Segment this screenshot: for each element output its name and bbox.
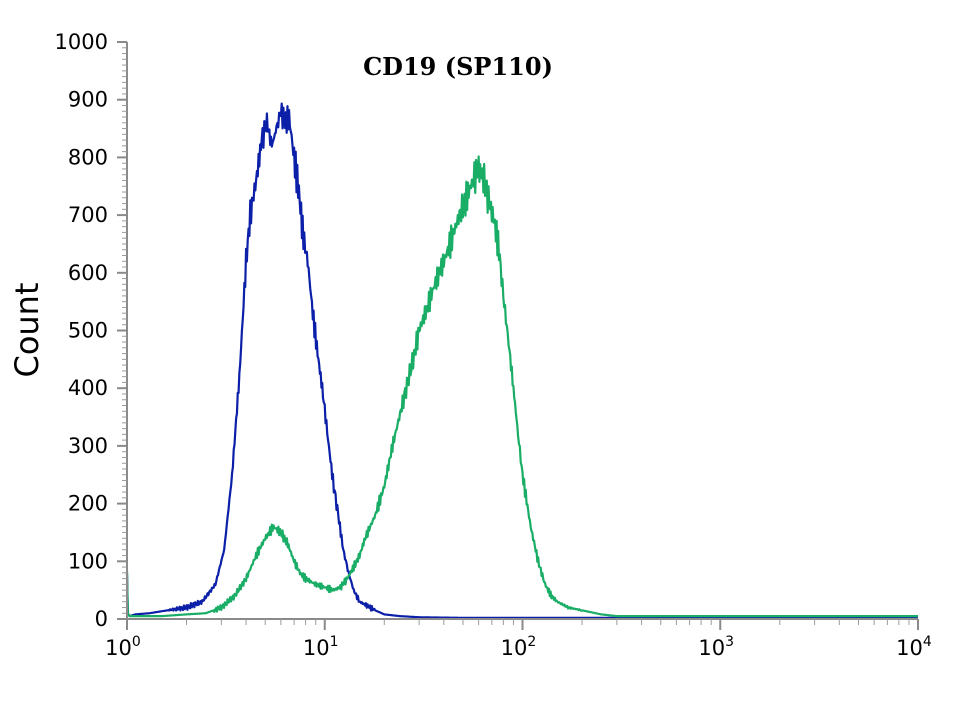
- chart-title: CD19 (SP110): [363, 52, 553, 81]
- x-tick-label: 100: [105, 634, 141, 660]
- y-tick-label: 300: [68, 434, 108, 458]
- y-tick-label: 0: [95, 607, 108, 631]
- y-tick-label: 1000: [55, 30, 108, 54]
- y-tick-label: 200: [68, 492, 108, 516]
- y-tick-label: 800: [68, 145, 108, 169]
- curves-layer: [125, 102, 919, 619]
- x-tick-label: 103: [698, 634, 734, 660]
- x-tick-label: 104: [896, 634, 932, 660]
- x-tick-label: 102: [501, 634, 537, 660]
- y-tick-label: 700: [68, 203, 108, 227]
- y-tick-label: 100: [68, 549, 108, 573]
- series-line-2: [125, 155, 919, 618]
- series-line-1: [125, 102, 919, 619]
- y-tick-label: 900: [68, 88, 108, 112]
- y-tick-label: 400: [68, 376, 108, 400]
- y-axis-label: Count: [8, 282, 46, 377]
- x-tick-label: 101: [303, 634, 339, 660]
- y-ticks: 0 100 200 300 400 500 600 700 800 900 1000: [55, 30, 127, 631]
- y-tick-label: 500: [68, 319, 108, 343]
- y-tick-label: 600: [68, 261, 108, 285]
- x-ticks: 100 101 102 103 104: [105, 619, 932, 660]
